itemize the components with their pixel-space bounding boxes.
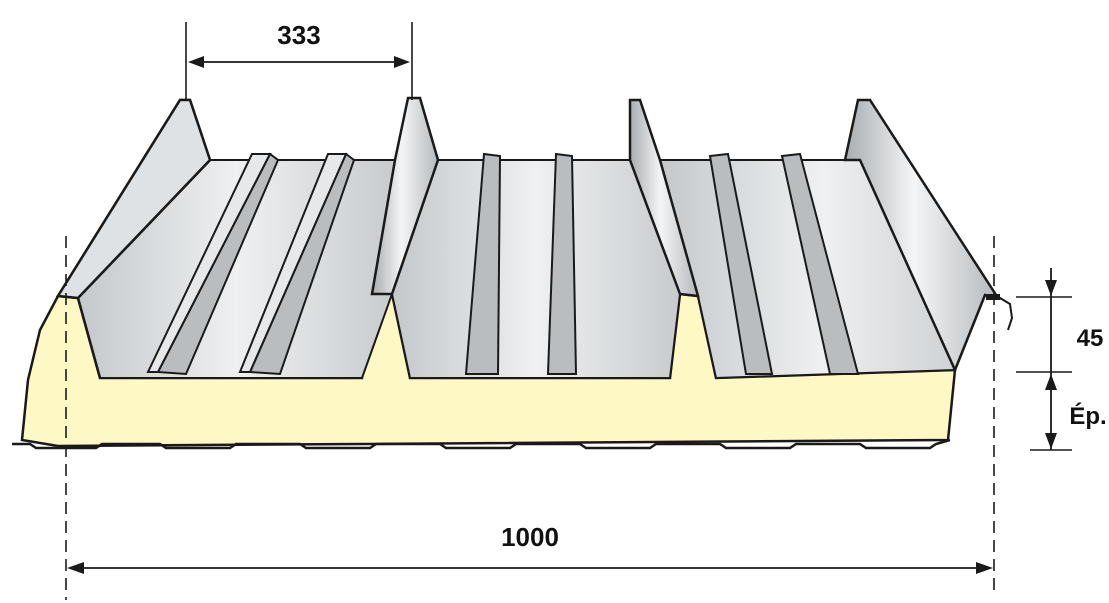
main-rib-3-face	[628, 98, 700, 298]
stiffener-ribs	[146, 152, 860, 376]
drip-edge	[984, 294, 1014, 331]
dim-ep-arrow-bottom	[1045, 433, 1057, 449]
steel-trough-2	[390, 159, 682, 379]
main-rib-2-face	[370, 96, 440, 296]
dim-ep-label: Ép.	[1069, 402, 1106, 430]
dim-1000-label: 1000	[501, 522, 559, 552]
bottom-skin	[12, 438, 951, 450]
dim-1000-arrow-left	[67, 562, 84, 574]
dim-45-label: 45	[1077, 325, 1104, 352]
main-rib-1-face	[55, 98, 212, 300]
drip-edge-lip	[986, 294, 1000, 300]
dim-333-arrow-left	[188, 56, 204, 68]
dim-45-arrow-top	[1045, 280, 1057, 296]
dim-1000-arrow-right	[976, 562, 993, 574]
dim-333-arrow-right	[394, 56, 410, 68]
dim-333-label: 333	[277, 20, 320, 50]
